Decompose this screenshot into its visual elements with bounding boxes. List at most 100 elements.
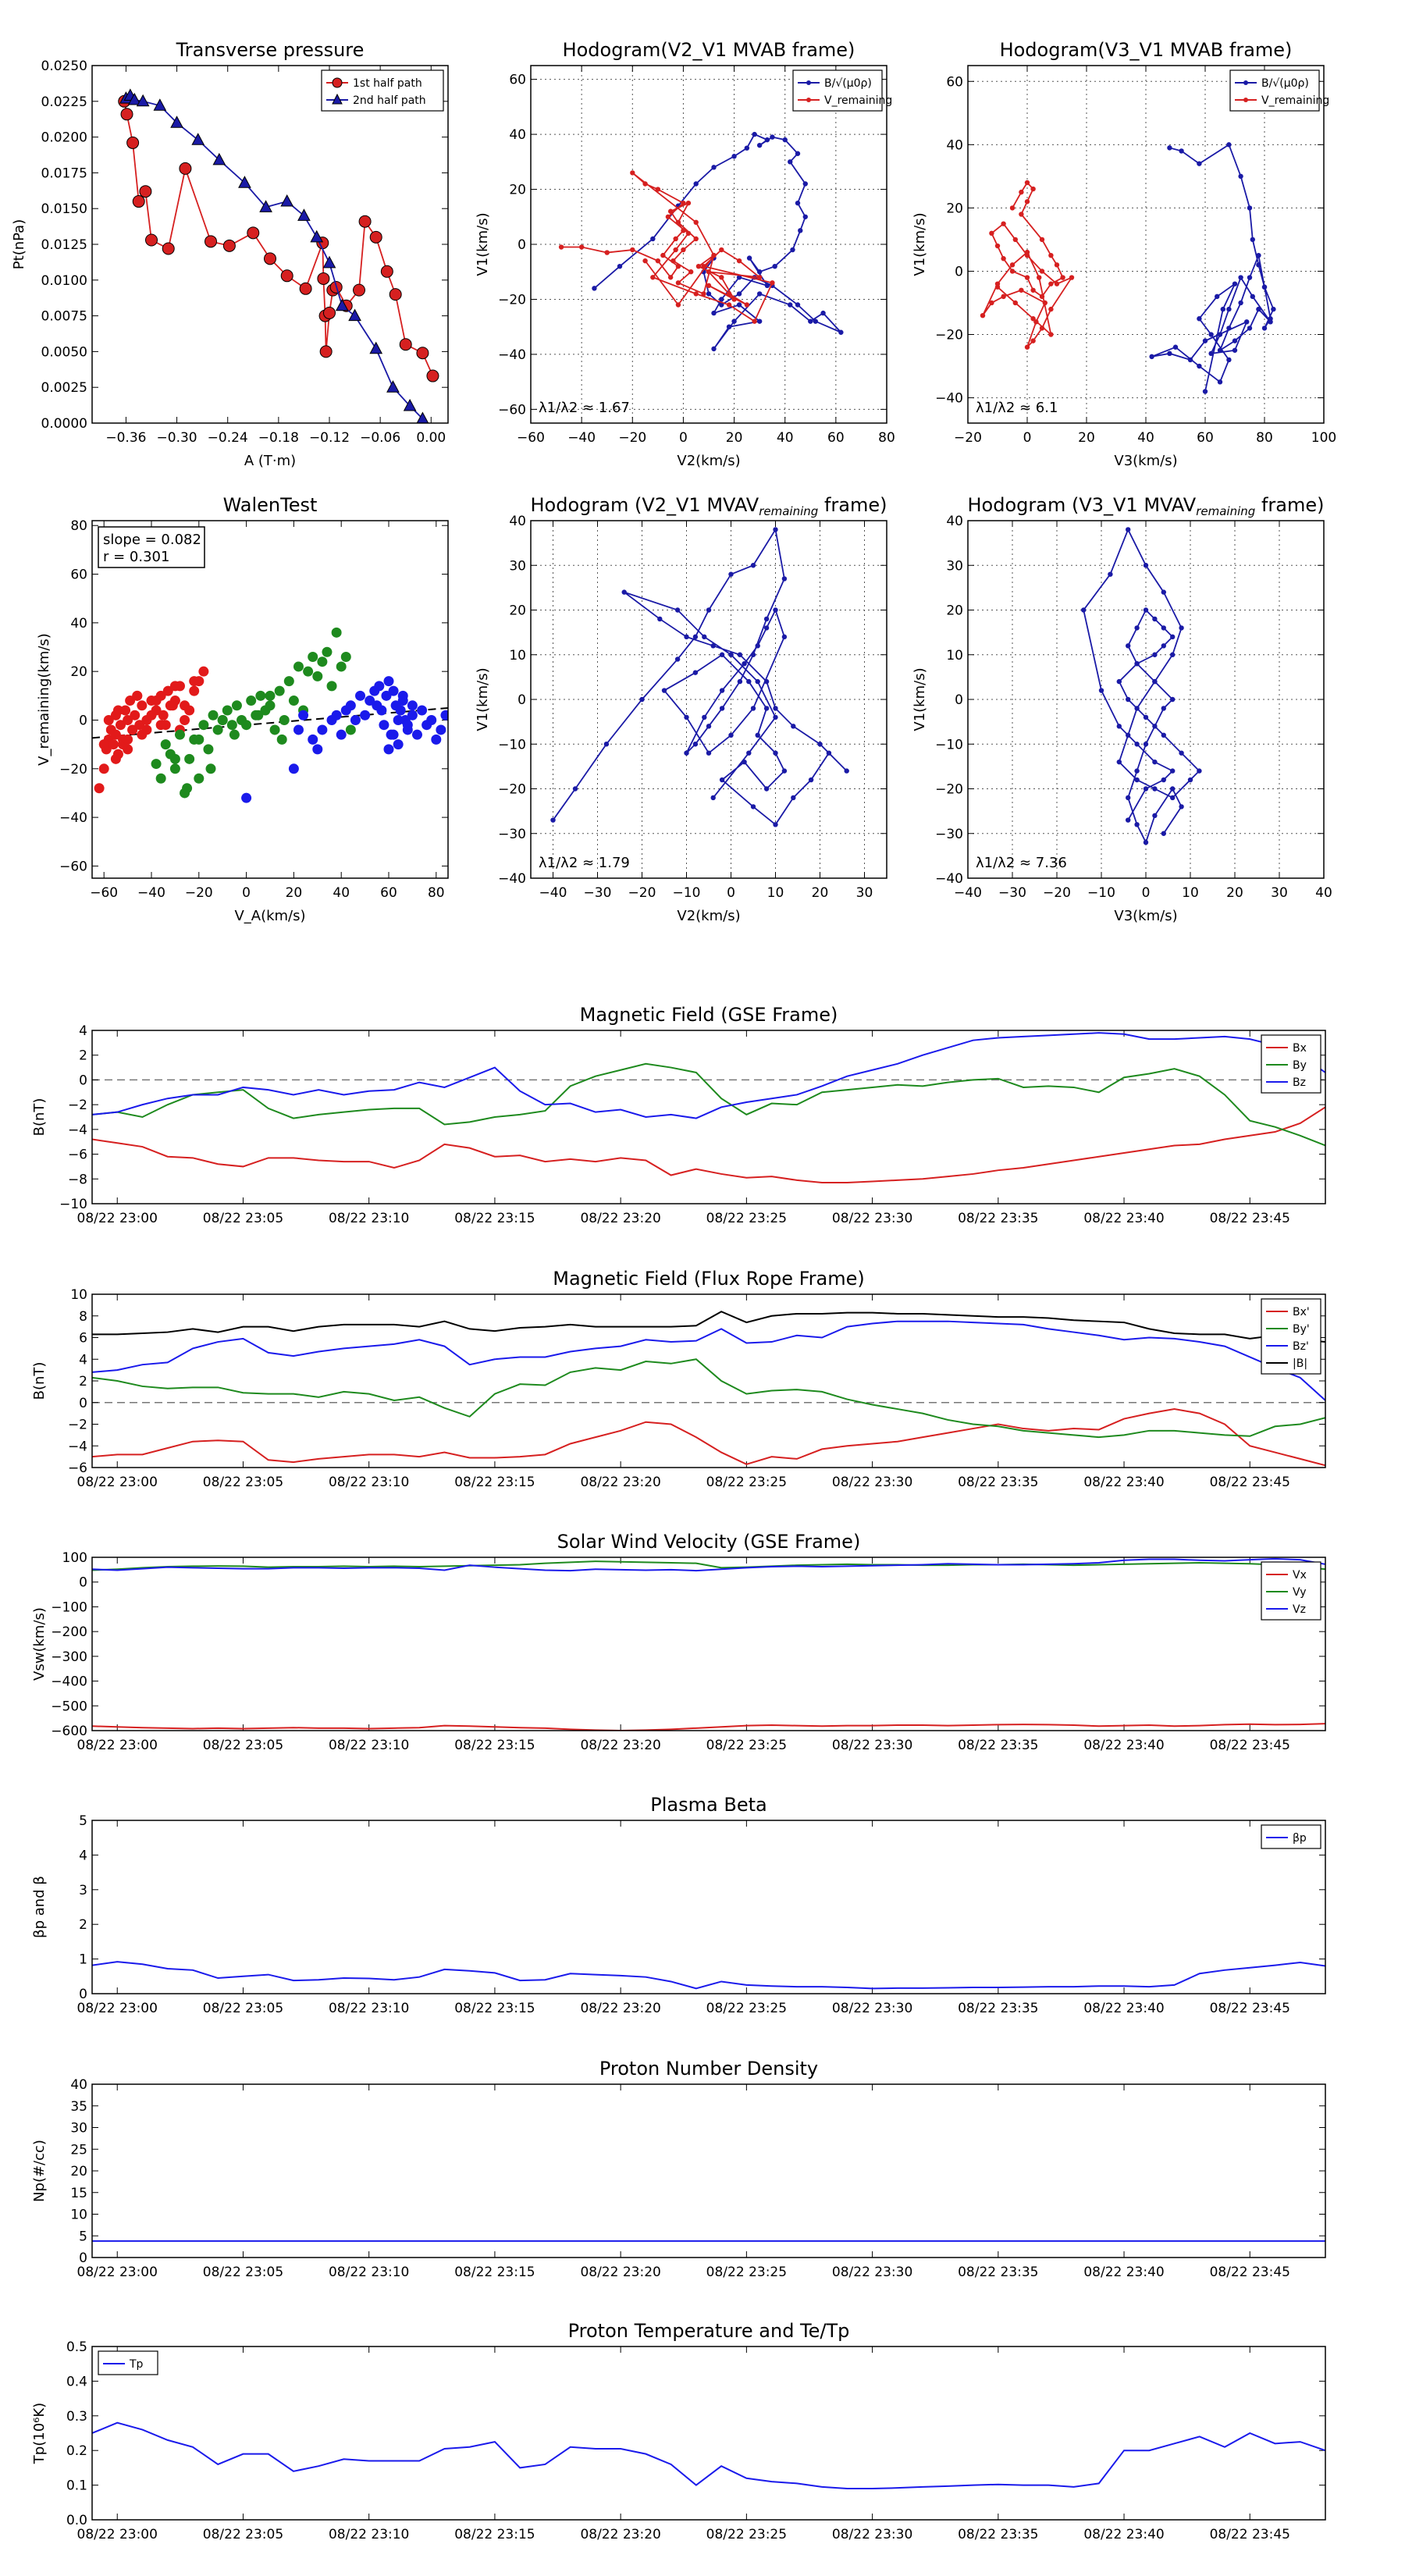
scatter-point bbox=[407, 700, 418, 711]
scatter-point bbox=[212, 724, 223, 735]
data-point bbox=[1197, 768, 1202, 774]
data-point bbox=[1116, 759, 1122, 765]
data-point bbox=[844, 768, 849, 774]
x-tick-label: 20 bbox=[1226, 885, 1243, 901]
data-point bbox=[731, 318, 737, 324]
data-point bbox=[726, 291, 732, 297]
scatter-point bbox=[208, 710, 219, 720]
data-point bbox=[1024, 249, 1030, 255]
series-line-1 bbox=[92, 1560, 1325, 1571]
data-point bbox=[1081, 607, 1087, 613]
axes-frame bbox=[91, 2346, 1326, 2521]
x-tick-label: 60 bbox=[1197, 430, 1214, 446]
y-tick-label: 15 bbox=[70, 2186, 87, 2201]
y-axis-label: V1(km/s) bbox=[912, 212, 928, 276]
data-point bbox=[1238, 300, 1243, 306]
x-tick-label: 20 bbox=[812, 885, 829, 901]
scatter-point bbox=[103, 714, 114, 725]
data-point bbox=[1161, 643, 1167, 649]
x-tick-label: 08/22 23:05 bbox=[203, 1475, 283, 1490]
x-tick-label: 08/22 23:35 bbox=[958, 2265, 1038, 2280]
data-point bbox=[1161, 831, 1167, 836]
data-point bbox=[791, 724, 796, 729]
data-point bbox=[675, 263, 681, 269]
y-tick-label: 0.0250 bbox=[41, 59, 87, 74]
x-tick-label: 08/22 23:40 bbox=[1083, 2001, 1164, 2016]
scatter-point bbox=[308, 651, 318, 662]
x-tick-label: 08/22 23:35 bbox=[958, 1738, 1038, 1753]
data-point bbox=[980, 312, 986, 318]
y-axis-label: Vsw(km/s) bbox=[31, 1607, 48, 1681]
data-point bbox=[1261, 284, 1268, 290]
y-axis-label: V_remaining(km/s) bbox=[36, 633, 52, 766]
y-tick-label: −40 bbox=[935, 871, 963, 887]
data-point bbox=[763, 625, 770, 631]
scatter-point bbox=[376, 705, 387, 716]
x-tick-label: 08/22 23:20 bbox=[580, 1475, 660, 1490]
data-point bbox=[642, 181, 648, 187]
data-point bbox=[742, 661, 747, 667]
y-tick-label: 0.5 bbox=[66, 2339, 87, 2355]
y-tick-label: −2 bbox=[68, 1098, 87, 1113]
x-tick-label: −40 bbox=[954, 885, 982, 901]
legend-label: B/√(μ0ρ) bbox=[824, 77, 872, 90]
scatter-point bbox=[317, 724, 328, 735]
data-point bbox=[1247, 205, 1253, 211]
data-point bbox=[212, 152, 226, 165]
x-tick-label: 08/22 23:10 bbox=[329, 1738, 409, 1753]
legend-label: B/√(μ0ρ) bbox=[1261, 77, 1309, 90]
data-point bbox=[264, 252, 276, 265]
series-line-0 bbox=[92, 1106, 1325, 1184]
data-point bbox=[756, 142, 763, 148]
data-point bbox=[1170, 786, 1176, 792]
data-point bbox=[280, 269, 293, 283]
data-point bbox=[162, 242, 175, 255]
data-point bbox=[693, 219, 699, 226]
plot-area bbox=[558, 131, 844, 352]
data-point bbox=[773, 527, 778, 532]
x-tick-label: 08/22 23:45 bbox=[1210, 2001, 1290, 2016]
x-tick-label: 08/22 23:00 bbox=[77, 1738, 158, 1753]
data-point bbox=[674, 607, 681, 613]
data-point bbox=[358, 215, 372, 228]
data-point bbox=[1042, 300, 1048, 306]
y-tick-label: −20 bbox=[935, 782, 963, 798]
data-point bbox=[728, 652, 734, 657]
scatter-point bbox=[288, 696, 299, 706]
y-tick-label: −600 bbox=[51, 1724, 87, 1739]
data-point bbox=[1226, 326, 1232, 331]
series-line-0 bbox=[92, 2421, 1325, 2490]
data-point bbox=[1134, 822, 1140, 827]
legend-label: 2nd half path bbox=[353, 94, 426, 107]
y-tick-label: −40 bbox=[59, 810, 87, 826]
data-point bbox=[247, 226, 260, 240]
scatter-point bbox=[331, 627, 342, 638]
series-line-1 bbox=[125, 94, 427, 423]
data-point bbox=[770, 280, 775, 286]
x-tick-label: −0.24 bbox=[208, 430, 248, 446]
scatter-point bbox=[431, 734, 442, 745]
legend-label: By bbox=[1293, 1059, 1307, 1072]
data-point bbox=[1054, 281, 1060, 286]
scatter-point bbox=[98, 739, 109, 750]
y-tick-label: −6 bbox=[68, 1461, 87, 1476]
data-point bbox=[1149, 354, 1154, 360]
data-point bbox=[1271, 306, 1276, 312]
data-point bbox=[692, 742, 699, 747]
legend-label: Vx bbox=[1293, 1569, 1307, 1582]
data-point bbox=[684, 634, 689, 640]
x-tick-label: 08/22 23:30 bbox=[832, 1475, 912, 1490]
scatter-point bbox=[293, 724, 304, 735]
x-tick-label: 60 bbox=[380, 885, 397, 901]
data-point bbox=[746, 255, 752, 261]
y-tick-label: 0 bbox=[79, 1575, 87, 1591]
y-tick-label: 20 bbox=[946, 201, 963, 216]
data-point bbox=[136, 94, 150, 107]
data-point bbox=[1019, 189, 1024, 195]
data-point bbox=[1030, 316, 1036, 322]
scatter-point bbox=[340, 651, 351, 662]
data-point bbox=[820, 310, 826, 316]
x-tick-label: 08/22 23:40 bbox=[1083, 1475, 1164, 1490]
data-point bbox=[755, 643, 760, 649]
